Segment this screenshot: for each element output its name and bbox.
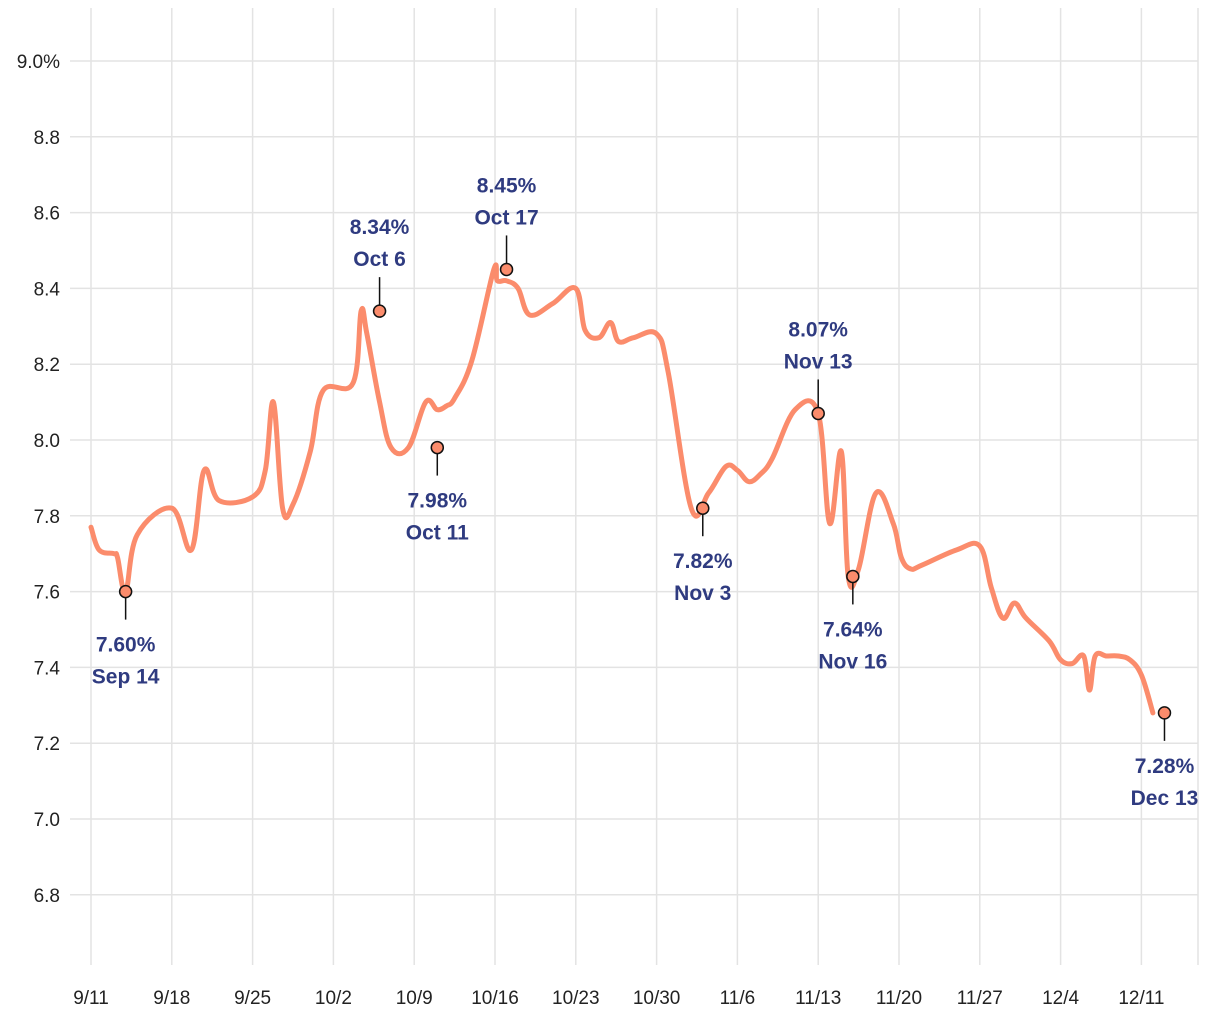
annotation-value-label: 8.45% (477, 174, 537, 197)
x-tick-label: 9/11 (73, 988, 109, 1009)
annotation-date-label: Oct 11 (406, 522, 469, 545)
annotation: 8.34% Oct 6 (350, 216, 410, 318)
annotation-value-label: 7.82% (673, 550, 733, 573)
y-tick-label: 7.8 (34, 507, 60, 528)
y-tick-label: 7.0 (34, 810, 60, 831)
x-tick-label: 9/25 (234, 988, 271, 1009)
annotation-value-label: 8.34% (350, 216, 410, 239)
annotation-date-label: Oct 6 (353, 248, 406, 271)
annotation-value-label: 7.98% (408, 490, 468, 513)
annotation-layer: 7.60% Sep 14 8.34% Oct 6 7.98% Oct 11 8.45% Oct… (92, 174, 1199, 809)
annotation-value-label: 7.64% (823, 618, 883, 641)
annotation: 7.28% Dec 13 (1131, 706, 1199, 810)
annotation: 7.82% Nov 3 (673, 501, 733, 605)
annotation-date-label: Nov 13 (784, 350, 853, 373)
annotation: 7.60% Sep 14 (92, 584, 160, 689)
annotation-point (696, 501, 710, 515)
annotation-point (499, 262, 514, 277)
y-tick-label: 8.2 (34, 355, 60, 376)
y-tick-label: 8.8 (34, 128, 60, 149)
x-tick-label: 11/13 (795, 988, 841, 1009)
x-tick-label: 10/9 (396, 988, 433, 1009)
x-tick-label: 11/27 (957, 988, 1003, 1009)
annotation: 7.98% Oct 11 (406, 440, 469, 545)
horizontal-gridlines (70, 60, 1198, 896)
annotation-point (1157, 706, 1172, 720)
x-axis-tick-labels: 9/11 9/18 9/25 10/2 10/9 10/16 10/23 10/30 11/6 1… (73, 988, 1164, 1009)
y-tick-label: 9.0% (17, 52, 60, 73)
vertical-gridlines (90, 8, 1199, 965)
series-layer (88, 262, 1156, 716)
annotation-date-label: Nov 16 (818, 650, 887, 673)
y-tick-label: 8.4 (34, 279, 61, 300)
y-axis-tick-labels: 9.0% 8.8 8.6 8.4 8.2 8.0 7.8 7.6 7.4 7.2 7.0 6.8 (17, 52, 61, 907)
y-tick-label: 7.4 (34, 658, 61, 679)
annotation-point (430, 440, 445, 455)
x-tick-label: 10/16 (471, 988, 519, 1009)
y-tick-label: 7.2 (34, 734, 60, 755)
annotation-point (846, 569, 860, 584)
annotation-date-label: Oct 17 (474, 206, 538, 229)
annotation-date-label: Sep 14 (92, 666, 160, 689)
annotation-point (811, 406, 825, 421)
annotation: 8.45% Oct 17 (474, 174, 539, 277)
annotation-value-label: 7.28% (1135, 755, 1195, 778)
series-line (88, 262, 1156, 716)
annotation: 8.07% Nov 13 (784, 318, 853, 421)
x-tick-label: 10/30 (633, 988, 681, 1009)
y-tick-label: 6.8 (34, 886, 60, 907)
annotation-point (372, 304, 387, 318)
x-tick-label: 9/18 (153, 988, 190, 1009)
annotation-point (118, 584, 133, 599)
y-tick-label: 8.6 (34, 204, 60, 225)
x-tick-label: 12/4 (1042, 988, 1079, 1009)
x-tick-label: 10/2 (315, 988, 352, 1009)
x-tick-label: 11/6 (720, 988, 756, 1009)
x-tick-label: 10/23 (552, 988, 600, 1009)
annotation: 7.64% Nov 16 (818, 569, 887, 673)
annotation-date-label: Dec 13 (1131, 787, 1199, 810)
annotation-value-label: 7.60% (96, 634, 156, 657)
annotation-date-label: Nov 3 (674, 582, 731, 605)
annotation-value-label: 8.07% (788, 318, 848, 341)
x-tick-label: 11/20 (876, 988, 922, 1009)
x-tick-label: 12/11 (1118, 988, 1164, 1009)
y-tick-label: 7.6 (34, 583, 60, 604)
y-tick-label: 8.0 (34, 431, 60, 452)
